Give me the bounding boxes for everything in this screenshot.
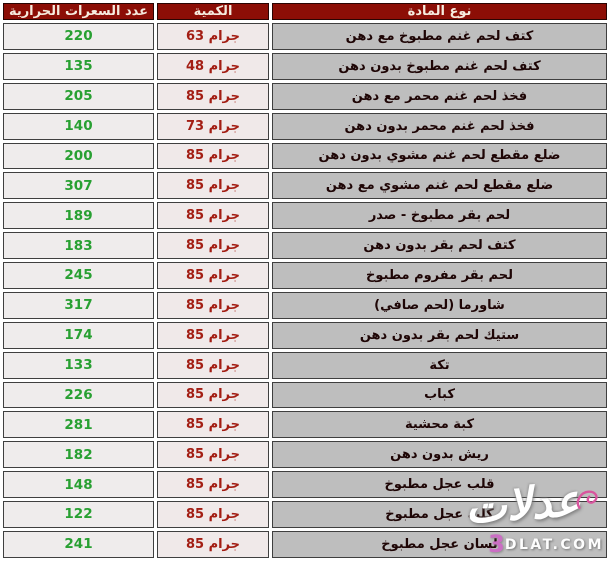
quantity-value: 85 جرام — [157, 82, 269, 110]
quantity-value: 85 جرام — [157, 262, 269, 289]
material-name: كتف لحم غنم مطبوخ مع دهن — [272, 23, 607, 50]
calories-value: 174 — [3, 321, 154, 349]
table-row: 133 85 جرام تكة — [3, 351, 607, 379]
table-row: 205 85 جرام فخذ لحم غنم محمر مع دهن — [3, 82, 607, 110]
calories-value: 189 — [3, 202, 154, 230]
quantity-value: 85 جرام — [157, 351, 269, 379]
header-row: عدد السعرات الحرارية الكمية نوع المادة — [3, 3, 607, 20]
material-name: ريش بدون دهن — [272, 441, 607, 469]
material-name: تكة — [272, 351, 607, 379]
table-row: 140 73 جرام فخذ لحم غنم محمر بدون دهن — [3, 112, 607, 140]
calories-value: 182 — [3, 441, 154, 469]
calories-value: 205 — [3, 82, 154, 110]
quantity-value: 85 جرام — [157, 321, 269, 349]
calories-value: 183 — [3, 232, 154, 259]
material-name: فخذ لحم غنم محمر مع دهن — [272, 82, 607, 110]
table-row: 281 85 جرام كبة محشية — [3, 411, 607, 439]
table-row: 189 85 جرام لحم بقر مطبوخ - صدر — [3, 202, 607, 230]
calories-value: 148 — [3, 471, 154, 498]
calories-value: 133 — [3, 351, 154, 379]
material-name: قلب عجل مطبوخ — [272, 471, 607, 498]
material-name: كتف لحم غنم مطبوخ بدون دهن — [272, 52, 607, 80]
quantity-value: 85 جرام — [157, 530, 269, 558]
material-name: كلية عجل مطبوخ — [272, 501, 607, 528]
quantity-value: 85 جرام — [157, 411, 269, 439]
quantity-value: 85 جرام — [157, 471, 269, 498]
header-calories: عدد السعرات الحرارية — [3, 3, 154, 20]
table-row: 307 85 جرام ضلع مقطع لحم غنم مشوي مع دهن — [3, 172, 607, 200]
table-row: 183 85 جرام كتف لحم بقر بدون دهن — [3, 232, 607, 259]
material-name: لحم بقر مفروم مطبوخ — [272, 262, 607, 289]
quantity-value: 73 جرام — [157, 112, 269, 140]
table-row: 174 85 جرام ستيك لحم بقر بدون دهن — [3, 321, 607, 349]
table-row: 241 85 جرام لسان عجل مطبوخ — [3, 530, 607, 558]
quantity-value: 85 جرام — [157, 501, 269, 528]
calories-value: 220 — [3, 23, 154, 50]
calories-value: 317 — [3, 291, 154, 319]
material-name: كبة محشية — [272, 411, 607, 439]
table-row: 200 85 جرام ضلع مقطع لحم غنم مشوي بدون د… — [3, 142, 607, 170]
material-name: لحم بقر مطبوخ - صدر — [272, 202, 607, 230]
calories-value: 122 — [3, 501, 154, 528]
table-row: 135 48 جرام كتف لحم غنم مطبوخ بدون دهن — [3, 52, 607, 80]
calories-value: 226 — [3, 381, 154, 409]
quantity-value: 85 جرام — [157, 142, 269, 170]
table-row: 245 85 جرام لحم بقر مفروم مطبوخ — [3, 262, 607, 289]
calories-value: 200 — [3, 142, 154, 170]
table-row: 182 85 جرام ريش بدون دهن — [3, 441, 607, 469]
quantity-value: 85 جرام — [157, 381, 269, 409]
calories-value: 135 — [3, 52, 154, 80]
table-body: 220 63 جرام كتف لحم غنم مطبوخ مع دهن 135… — [3, 23, 607, 558]
calories-value: 140 — [3, 112, 154, 140]
quantity-value: 85 جرام — [157, 172, 269, 200]
calories-value: 241 — [3, 530, 154, 558]
material-name: ستيك لحم بقر بدون دهن — [272, 321, 607, 349]
table-row: 148 85 جرام قلب عجل مطبوخ — [3, 471, 607, 498]
material-name: كتف لحم بقر بدون دهن — [272, 232, 607, 259]
table-row: 226 85 جرام كباب — [3, 381, 607, 409]
calories-value: 245 — [3, 262, 154, 289]
material-name: ضلع مقطع لحم غنم مشوي مع دهن — [272, 172, 607, 200]
material-name: لسان عجل مطبوخ — [272, 530, 607, 558]
calories-value: 281 — [3, 411, 154, 439]
table-row: 122 85 جرام كلية عجل مطبوخ — [3, 501, 607, 528]
quantity-value: 63 جرام — [157, 23, 269, 50]
quantity-value: 85 جرام — [157, 202, 269, 230]
header-quantity: الكمية — [157, 3, 269, 20]
table-row: 317 85 جرام شاورما (لحم صافي) — [3, 291, 607, 319]
quantity-value: 85 جرام — [157, 291, 269, 319]
table-row: 220 63 جرام كتف لحم غنم مطبوخ مع دهن — [3, 23, 607, 50]
quantity-value: 85 جرام — [157, 232, 269, 259]
material-name: فخذ لحم غنم محمر بدون دهن — [272, 112, 607, 140]
quantity-value: 85 جرام — [157, 441, 269, 469]
quantity-value: 48 جرام — [157, 52, 269, 80]
calories-value: 307 — [3, 172, 154, 200]
material-name: ضلع مقطع لحم غنم مشوي بدون دهن — [272, 142, 607, 170]
material-name: شاورما (لحم صافي) — [272, 291, 607, 319]
header-material: نوع المادة — [272, 3, 607, 20]
material-name: كباب — [272, 381, 607, 409]
